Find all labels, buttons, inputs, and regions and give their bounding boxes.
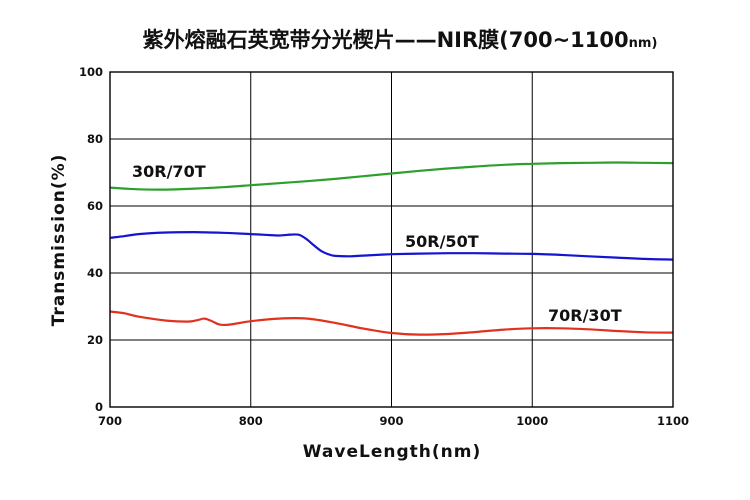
x-tick-label: 700 [98,414,122,428]
series-line-2 [109,310,674,336]
grid-lines [109,71,674,408]
x-tick-label: 900 [379,414,403,428]
series-lines [109,161,674,336]
series-label-2: 70R/30T [548,306,622,325]
series-label-1: 50R/50T [405,232,479,251]
series-line-0 [109,161,674,191]
y-tick-label: 60 [87,199,103,213]
y-tick-label: 100 [79,65,103,79]
y-axis-label: Transmission(%) [49,154,69,327]
x-tick-label: 1000 [516,414,548,428]
x-tick-label: 1100 [657,414,689,428]
series-annotations: 30R/70T 50R/50T 70R/30T [132,162,622,325]
series-line-1 [109,231,674,261]
y-tick-label: 20 [87,333,103,347]
y-tick-label: 40 [87,266,103,280]
chart-title: 紫外熔融石英宽带分光楔片——NIR膜(700~1100nm) [143,28,658,52]
plot-frame [109,71,674,408]
x-axis-label: WaveLength(nm) [303,442,481,462]
y-tick-label: 0 [95,400,103,414]
y-tick-label: 80 [87,132,103,146]
series-label-0: 30R/70T [132,162,206,181]
tick-labels: 700 800 900 1000 1100 0 20 40 60 80 100 [79,65,689,428]
x-tick-label: 800 [239,414,263,428]
